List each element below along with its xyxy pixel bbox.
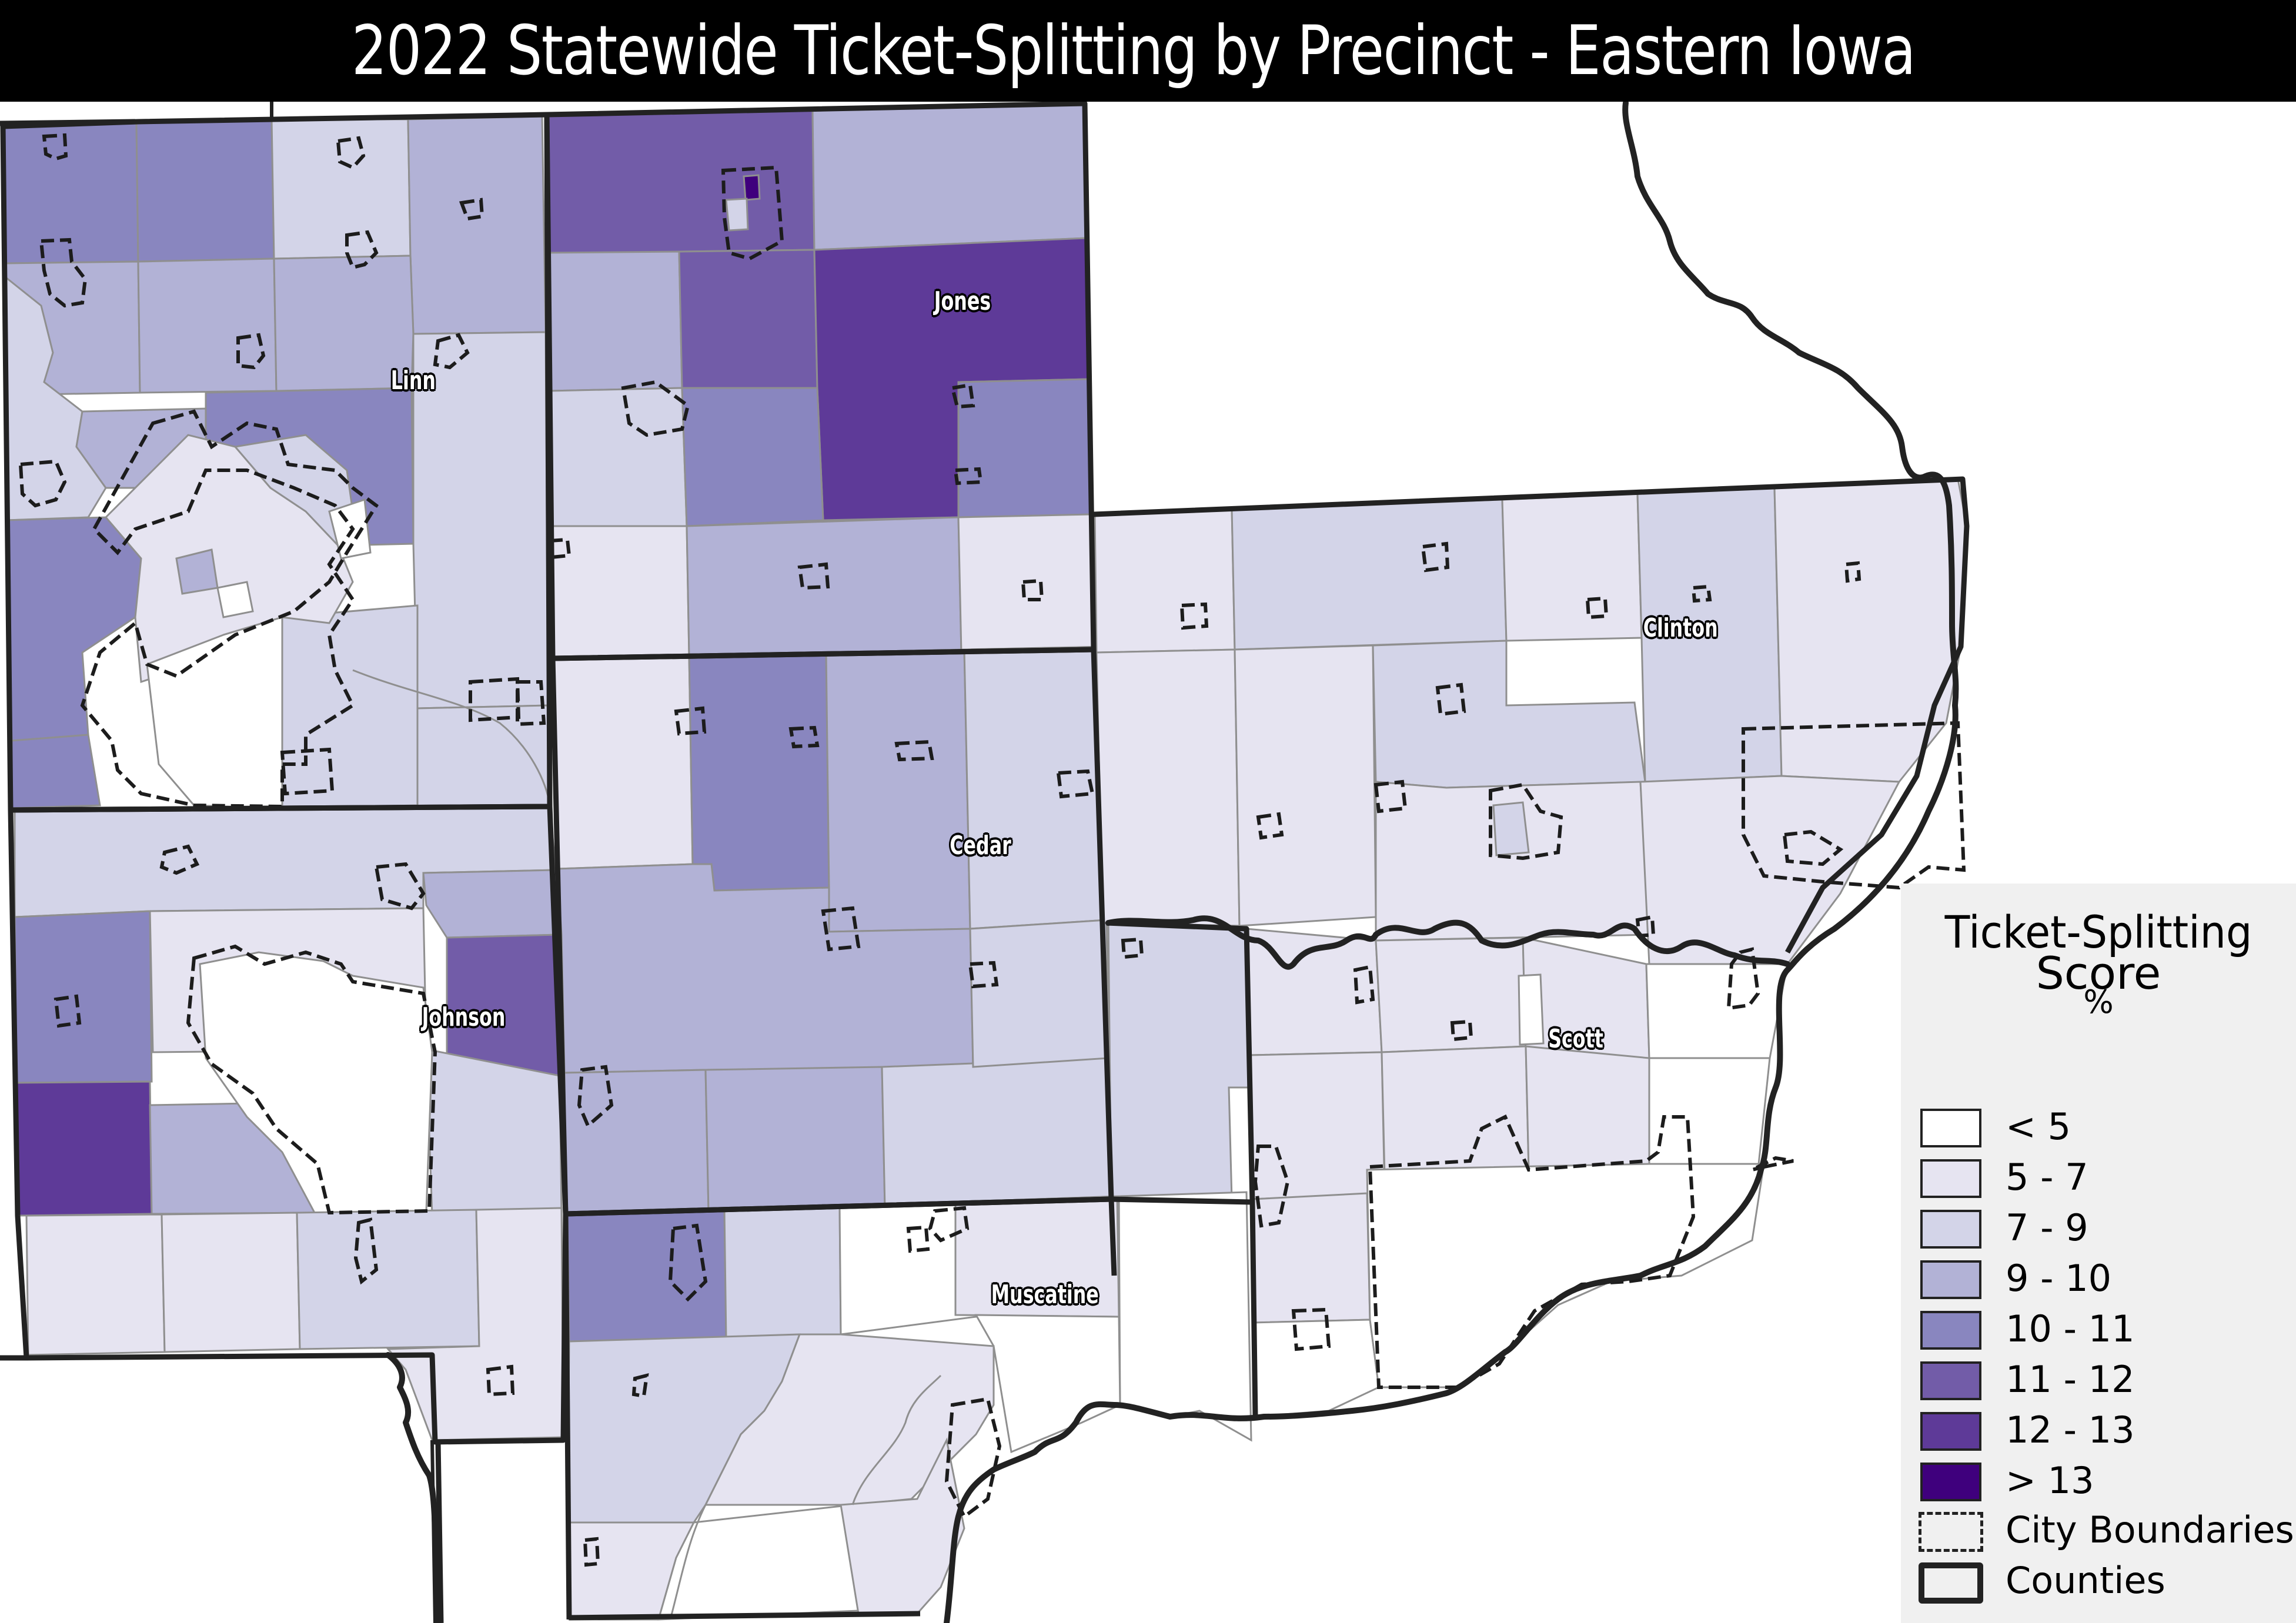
legend-label: > 13 bbox=[2006, 1459, 2094, 1502]
dashed-boundary-swatch bbox=[1919, 1512, 1983, 1552]
cedar-county-precincts bbox=[552, 645, 1112, 1215]
legend-label: 5 - 7 bbox=[2006, 1156, 2088, 1199]
iowa-river-boundary bbox=[385, 1352, 441, 1623]
city-boundaries bbox=[18, 133, 1966, 1567]
legend-swatch bbox=[1920, 1311, 1981, 1350]
legend-item-12-13: 12 - 13 bbox=[1917, 1408, 2294, 1453]
legend-item-city-boundaries: City Boundaries bbox=[1917, 1508, 2294, 1553]
county-boundary-swatch bbox=[1919, 1562, 1983, 1604]
legend-swatch bbox=[1920, 1210, 1981, 1249]
legend-swatch bbox=[1920, 1260, 1981, 1299]
clinton-county-precincts bbox=[1094, 478, 1968, 965]
legend-title-line2: Score bbox=[2036, 947, 2161, 999]
legend-label: < 5 bbox=[2006, 1105, 2071, 1148]
county-label-jones: Jones bbox=[934, 286, 991, 316]
legend-unit: % bbox=[2083, 983, 2114, 1020]
legend-swatch bbox=[1920, 1109, 1981, 1147]
legend-label: 7 - 9 bbox=[2006, 1206, 2088, 1249]
county-label-clinton: Clinton bbox=[1643, 613, 1718, 643]
legend-label: 11 - 12 bbox=[2006, 1358, 2135, 1401]
legend-label: 9 - 10 bbox=[2006, 1257, 2112, 1300]
legend-swatch bbox=[1920, 1463, 1981, 1501]
county-label-cedar: Cedar bbox=[950, 831, 1011, 861]
legend-item-7-9: 7 - 9 bbox=[1917, 1206, 2294, 1251]
county-label-linn: Linn bbox=[390, 366, 436, 396]
legend-swatch bbox=[1920, 1412, 1981, 1451]
johnson-county-precincts bbox=[14, 804, 564, 1441]
legend-item-11-12: 11 - 12 bbox=[1917, 1358, 2294, 1403]
legend-item-counties: Counties bbox=[1917, 1559, 2294, 1604]
linn-county-precincts bbox=[2, 115, 551, 809]
legend-item-5-7: 5 - 7 bbox=[1917, 1156, 2294, 1200]
wapsipinicon-river bbox=[1105, 915, 1790, 970]
title-bar: 2022 Statewide Ticket-Splitting by Preci… bbox=[0, 0, 2296, 102]
county-label-johnson: Johnson bbox=[422, 1002, 506, 1032]
county-label-muscatine: Muscatine bbox=[991, 1280, 1099, 1310]
legend-swatch bbox=[1920, 1159, 1981, 1198]
legend-swatch bbox=[1920, 1361, 1981, 1400]
legend-label: 10 - 11 bbox=[2006, 1307, 2135, 1350]
mississippi-river bbox=[944, 100, 1959, 1623]
jones-county-precincts bbox=[544, 103, 1095, 660]
legend-item-lt5: < 5 bbox=[1917, 1105, 2294, 1150]
legend-label: 12 - 13 bbox=[2006, 1408, 2135, 1451]
county-label-scott: Scott bbox=[1548, 1024, 1603, 1054]
legend-item-9-10: 9 - 10 bbox=[1917, 1257, 2294, 1301]
legend-label: Counties bbox=[2006, 1559, 2165, 1602]
legend-label: City Boundaries bbox=[2006, 1508, 2294, 1551]
legend-item-10-11: 10 - 11 bbox=[1917, 1307, 2294, 1352]
map-title: 2022 Statewide Ticket-Splitting by Preci… bbox=[351, 11, 1916, 91]
legend: Ticket-Splitting Score % < 5 5 - 7 7 - 9… bbox=[1901, 884, 2296, 1623]
legend-title: Ticket-Splitting bbox=[1944, 906, 2252, 958]
legend-item-gt13: > 13 bbox=[1917, 1459, 2294, 1504]
